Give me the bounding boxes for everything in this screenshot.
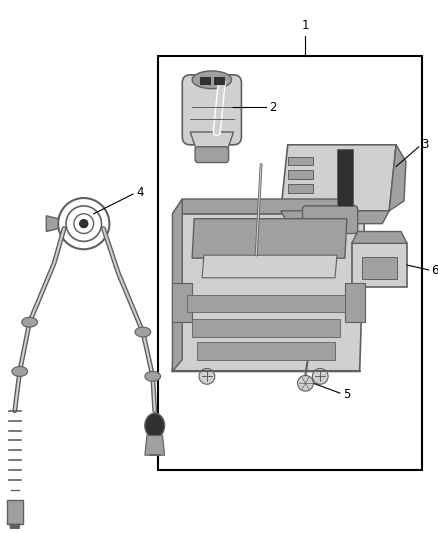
- Polygon shape: [192, 219, 347, 258]
- Ellipse shape: [12, 367, 28, 376]
- Polygon shape: [337, 149, 353, 206]
- Polygon shape: [281, 211, 389, 224]
- Text: 5: 5: [343, 387, 350, 401]
- Polygon shape: [145, 435, 165, 455]
- Polygon shape: [288, 157, 313, 166]
- Bar: [200, 77, 210, 84]
- Polygon shape: [202, 255, 337, 278]
- Text: 4: 4: [136, 185, 144, 199]
- Polygon shape: [352, 231, 407, 244]
- Text: 6: 6: [431, 264, 438, 278]
- Bar: [362, 257, 397, 279]
- Polygon shape: [173, 214, 364, 372]
- Bar: [345, 283, 364, 322]
- Polygon shape: [190, 132, 233, 155]
- Bar: [192, 319, 340, 337]
- Ellipse shape: [21, 317, 37, 327]
- Polygon shape: [7, 499, 23, 524]
- Circle shape: [297, 375, 313, 391]
- Polygon shape: [10, 524, 20, 533]
- Bar: [158, 56, 422, 470]
- Polygon shape: [281, 145, 396, 211]
- Text: 3: 3: [421, 138, 428, 151]
- Polygon shape: [389, 145, 406, 211]
- Circle shape: [199, 368, 215, 384]
- Polygon shape: [173, 199, 182, 372]
- Polygon shape: [288, 171, 313, 179]
- Ellipse shape: [145, 413, 165, 438]
- Polygon shape: [288, 184, 313, 193]
- Text: 2: 2: [269, 101, 276, 114]
- Bar: [197, 342, 335, 360]
- Polygon shape: [352, 244, 407, 287]
- Ellipse shape: [135, 327, 151, 337]
- Text: 1: 1: [302, 20, 309, 33]
- FancyBboxPatch shape: [182, 75, 241, 145]
- Ellipse shape: [80, 220, 88, 228]
- Polygon shape: [173, 199, 360, 214]
- Bar: [187, 295, 345, 312]
- Circle shape: [312, 368, 328, 384]
- FancyBboxPatch shape: [195, 147, 229, 163]
- Ellipse shape: [192, 71, 232, 88]
- Ellipse shape: [145, 372, 161, 381]
- Polygon shape: [46, 216, 58, 231]
- FancyBboxPatch shape: [303, 206, 358, 233]
- Bar: [173, 283, 192, 322]
- Bar: [214, 77, 224, 84]
